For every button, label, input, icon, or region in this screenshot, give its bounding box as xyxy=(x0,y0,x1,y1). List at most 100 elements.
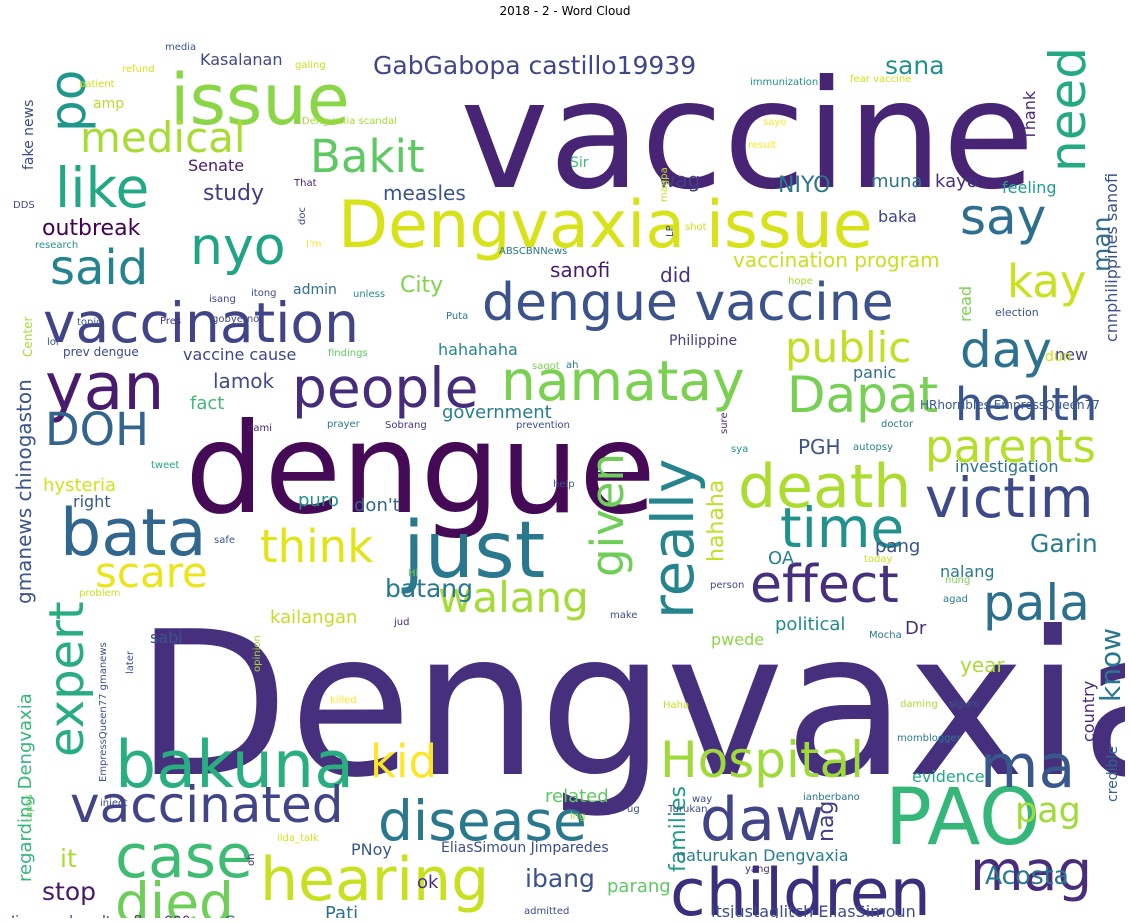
word-daw: daw xyxy=(700,785,824,855)
word-hi: Hi xyxy=(408,568,418,579)
word-nyo: nyo xyxy=(190,217,286,277)
word-read: read xyxy=(956,286,975,322)
word-dengvaxia-issue: Dengvaxia issue xyxy=(338,188,873,263)
word-isang: isang xyxy=(209,294,236,305)
word-result: result xyxy=(748,140,776,151)
word-dengue-vaccine: dengue vaccine xyxy=(482,273,894,333)
word-puro: puro xyxy=(298,490,339,511)
word-namatay: namatay xyxy=(501,349,745,413)
word-sabi: sabi xyxy=(150,628,183,647)
word-momblogger: momblogger xyxy=(897,733,962,744)
word-pag: pag xyxy=(1015,791,1081,831)
word-admin: admin xyxy=(293,282,337,298)
word-fear-vaccine: fear vaccine xyxy=(850,74,911,85)
word-think: think xyxy=(260,520,373,573)
word-man: man xyxy=(1087,216,1116,272)
word-disease: disease xyxy=(378,789,587,853)
word-children: children xyxy=(670,856,931,918)
word-fact: fact xyxy=(190,393,224,414)
word-yang: yang xyxy=(745,864,770,875)
word-ibang: ibang xyxy=(525,864,595,893)
word-did: did xyxy=(660,263,691,287)
word-prevention: prevention xyxy=(516,420,570,431)
word-hysteria: hysteria xyxy=(43,475,116,496)
word-shot: shot xyxy=(685,222,707,233)
word-outbreak: outbreak xyxy=(42,216,141,241)
word-sya: sya xyxy=(731,444,748,455)
word-health: health xyxy=(955,378,1097,431)
word-doctor: doctor xyxy=(881,419,914,430)
word-dds: DDS xyxy=(13,200,35,211)
word-acosta: Acosta xyxy=(985,861,1069,890)
word-sobrang: Sobrang xyxy=(385,420,427,431)
word-magpa: magpa xyxy=(659,167,670,202)
word-said: said xyxy=(50,240,148,296)
word-center: Center xyxy=(21,317,35,357)
word-time: time xyxy=(780,496,904,560)
word-research: research xyxy=(35,240,78,251)
word-philippine: Philippine xyxy=(669,333,737,349)
word-year: year xyxy=(960,653,1005,677)
word-walang: walang xyxy=(438,573,589,622)
word-muna: muna xyxy=(871,171,922,192)
word-sagot: sagot xyxy=(532,361,560,372)
word-issue: issue xyxy=(170,59,350,141)
word-hope: hope xyxy=(788,276,813,287)
word-prayer: prayer xyxy=(327,419,361,430)
word-unless: unless xyxy=(353,289,385,300)
word-pres: Pres xyxy=(160,316,181,327)
word-pala: pala xyxy=(983,574,1090,632)
word-election: election xyxy=(995,306,1039,319)
word-niyo: NIYO xyxy=(778,173,831,198)
word-kid: kid xyxy=(370,735,437,788)
word-pgh: PGH xyxy=(798,435,841,459)
word-turukan: Turukan xyxy=(667,804,707,815)
word-itsjustaglitch-eliassimoun: itsjustaglitch EliasSimoun xyxy=(711,902,916,918)
word-nung: nung xyxy=(945,575,970,586)
word-vaccination: vaccination xyxy=(43,291,359,355)
word-eliassimoun-jimparedes: EliasSimoun Jimparedes xyxy=(441,840,609,856)
word-mocha: Mocha xyxy=(869,630,902,641)
word-lng: lng xyxy=(570,811,585,822)
word-ianberbano: ianberbano xyxy=(803,792,860,803)
word-ug: ug xyxy=(627,804,640,815)
word-prev-dengue: prev dengue xyxy=(63,345,139,359)
word-opinion: opinion xyxy=(252,635,263,672)
word-right: right xyxy=(73,492,111,511)
word-admitted: admitted xyxy=(524,906,569,917)
word-haha: Haha xyxy=(663,700,689,711)
word-panic: panic xyxy=(853,363,896,382)
word-vaccination-program: vaccination program xyxy=(733,248,940,272)
word-later: later xyxy=(125,650,136,674)
word-wag: wag xyxy=(659,168,700,192)
word-cloud: Dengvaxia vaccine dengue issue Dengvaxia iss… xyxy=(5,22,1125,918)
word-parang: parang xyxy=(607,876,671,897)
word-way: way xyxy=(692,794,712,805)
word-death: death xyxy=(738,452,911,522)
word-tapos: tapos xyxy=(24,794,35,822)
word-new: new xyxy=(1055,345,1088,364)
word-hearing: hearing xyxy=(260,845,489,915)
word-jimparedes-altsurfboy000: Jimparedes altsurfboy000 xyxy=(10,914,191,918)
word-thank: Thank xyxy=(1020,90,1039,141)
word-day: day xyxy=(960,321,1052,379)
word-siguro: siguro xyxy=(949,699,980,710)
word-i-m: I'm xyxy=(306,239,321,250)
word-doh: DOH xyxy=(45,403,149,456)
word-ah: ah xyxy=(566,360,578,371)
word-stop: stop xyxy=(42,877,96,906)
word-amp: amp xyxy=(93,96,124,112)
word-ilda-talk: ilda_talk xyxy=(277,833,319,844)
word-country: country xyxy=(1079,681,1098,742)
word-study: study xyxy=(203,181,264,206)
word-related: related xyxy=(545,786,609,807)
word-it: it xyxy=(60,844,77,873)
word-problem: problem xyxy=(79,588,120,599)
word-families: families xyxy=(666,786,691,872)
word-pang: pang xyxy=(875,536,920,557)
word-kasalanan: Kasalanan xyxy=(200,50,283,69)
word-garin: Garin xyxy=(1030,529,1098,558)
word-credible: credible xyxy=(1105,746,1121,802)
word-oh: oh xyxy=(246,854,257,866)
word-fake-news: fake news xyxy=(21,100,37,170)
